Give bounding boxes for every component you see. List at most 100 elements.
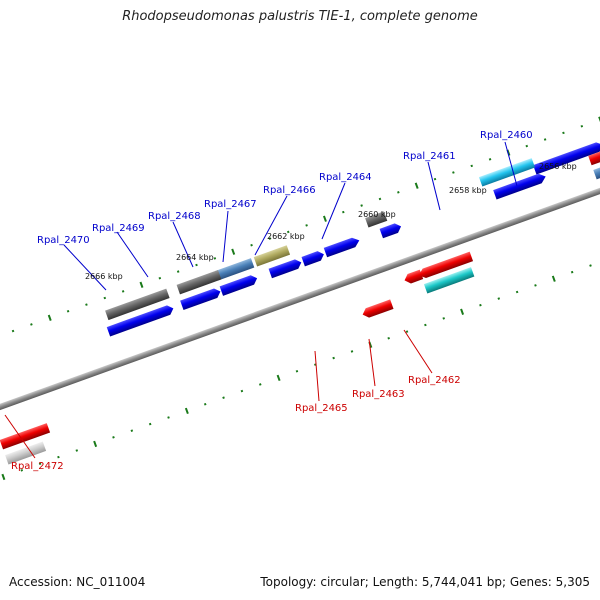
gene-Rpal_2462[interactable]: [417, 251, 478, 294]
scale-label: 2660 kbp: [358, 210, 396, 219]
scale-tick: [305, 224, 308, 227]
scale-label: 2656 kbp: [539, 162, 577, 171]
scale-tick: [497, 297, 501, 300]
scale-tick: [176, 270, 180, 273]
scale-tick: [488, 158, 492, 161]
gene-Rpal_2463[interactable]: [403, 269, 424, 286]
gene-label[interactable]: Rpal_2466: [263, 185, 316, 196]
gene-label[interactable]: Rpal_2470: [37, 235, 90, 246]
scale-tick: [30, 323, 33, 326]
scale-tick: [424, 323, 427, 327]
scale-tick: [121, 290, 125, 293]
scale-tick: [11, 329, 15, 333]
genome-axis: [0, 126, 600, 472]
scale-tick: [112, 436, 115, 439]
scale-tick: [414, 182, 419, 189]
scale-tick: [231, 248, 236, 255]
gene-Rpal_2464[interactable]: [365, 208, 403, 242]
gene-label[interactable]: Rpal_2468: [148, 211, 201, 222]
gene-label[interactable]: Rpal_2467: [204, 199, 257, 210]
scale-tick: [534, 284, 537, 287]
gene-Rpal_2472[interactable]: [0, 423, 56, 465]
scale-tick: [442, 317, 446, 320]
scale-tick: [479, 303, 482, 307]
gene-Rpal_2461[interactable]: [478, 156, 547, 203]
scale-tick: [460, 308, 465, 315]
gene-Rpal_2470[interactable]: [101, 288, 175, 337]
scale-tick: [589, 264, 592, 267]
gene-Rpal_2465[interactable]: [361, 299, 394, 319]
gene-label[interactable]: Rpal_2472: [11, 461, 64, 472]
scale-tick: [515, 290, 519, 294]
scale-ticks-reverse: [1, 264, 592, 481]
scale-tick: [543, 138, 547, 141]
gene-Rpal_2460[interactable]: [533, 140, 600, 175]
scale-tick: [103, 296, 107, 300]
footer-topology-info: Topology: circular; Length: 5,744,041 bp…: [260, 575, 590, 589]
scale-tick: [286, 230, 290, 234]
scale-tick: [38, 462, 42, 465]
scale-label: 2662 kbp: [267, 232, 305, 241]
scale-tick: [276, 374, 281, 382]
scale-tick: [85, 303, 88, 306]
gene-label[interactable]: Rpal_2469: [92, 223, 145, 234]
scale-tick: [360, 204, 363, 207]
scale-tick: [342, 210, 345, 214]
gene-Rpal_2467[interactable]: [301, 249, 326, 267]
scale-tick: [350, 350, 354, 353]
scale-tick: [203, 402, 207, 406]
scale-tick: [148, 422, 152, 426]
scale-tick: [66, 309, 70, 313]
scale-tick: [268, 237, 272, 240]
scale-tick: [1, 473, 6, 481]
gene-label[interactable]: Rpal_2463: [352, 389, 405, 400]
scale-tick: [452, 171, 455, 174]
scale-tick: [322, 215, 327, 222]
scale-tick: [222, 396, 225, 399]
gene-Rpal_2469[interactable]: [175, 258, 260, 311]
scale-tick: [57, 455, 60, 459]
scale-label: 2658 kbp: [449, 186, 487, 195]
scale-tick: [598, 116, 600, 123]
scale-tick: [213, 257, 217, 260]
footer-accession: Accession: NC_011004: [9, 575, 146, 589]
scale-tick: [75, 449, 79, 452]
scale-tick: [158, 276, 162, 280]
scale-tick: [433, 177, 437, 181]
scale-tick: [562, 131, 565, 135]
forward-leader-lines: [63, 141, 518, 291]
scale-tick: [167, 416, 170, 419]
scale-tick: [139, 281, 144, 288]
scale-label: 2666 kbp: [85, 272, 123, 281]
gene-label[interactable]: Rpal_2461: [403, 151, 456, 162]
gene-Rpal_2466[interactable]: [323, 236, 361, 258]
scale-ticks-forward: [11, 116, 600, 333]
scale-tick: [295, 369, 299, 373]
scale-tick: [397, 191, 400, 194]
scale-tick: [195, 263, 198, 267]
scale-tick: [332, 356, 335, 360]
scale-tick: [130, 429, 134, 432]
gene-label[interactable]: Rpal_2462: [408, 375, 461, 386]
scale-tick: [20, 469, 24, 472]
gene-label[interactable]: Rpal_2460: [480, 130, 533, 141]
page-title: Rhodopseudomonas palustris TIE-1, comple…: [122, 9, 478, 24]
scale-tick: [405, 330, 409, 333]
scale-label: 2664 kbp: [176, 253, 214, 262]
gene-forward-offscreen[interactable]: [588, 147, 600, 180]
scale-tick: [378, 197, 382, 201]
reverse-leader-lines: [4, 329, 433, 459]
scale-tick: [240, 389, 244, 393]
scale-tick: [387, 336, 390, 340]
scale-tick: [551, 275, 556, 282]
gene-label[interactable]: Rpal_2464: [319, 172, 372, 183]
scale-tick: [580, 124, 584, 128]
gene-label[interactable]: Rpal_2465: [295, 403, 348, 414]
scale-tick: [93, 440, 98, 448]
scale-tick: [570, 270, 574, 274]
scale-tick: [250, 243, 253, 247]
gene-Rpal_2468[interactable]: [253, 243, 303, 282]
scale-tick: [525, 144, 529, 148]
scale-tick: [184, 407, 189, 415]
